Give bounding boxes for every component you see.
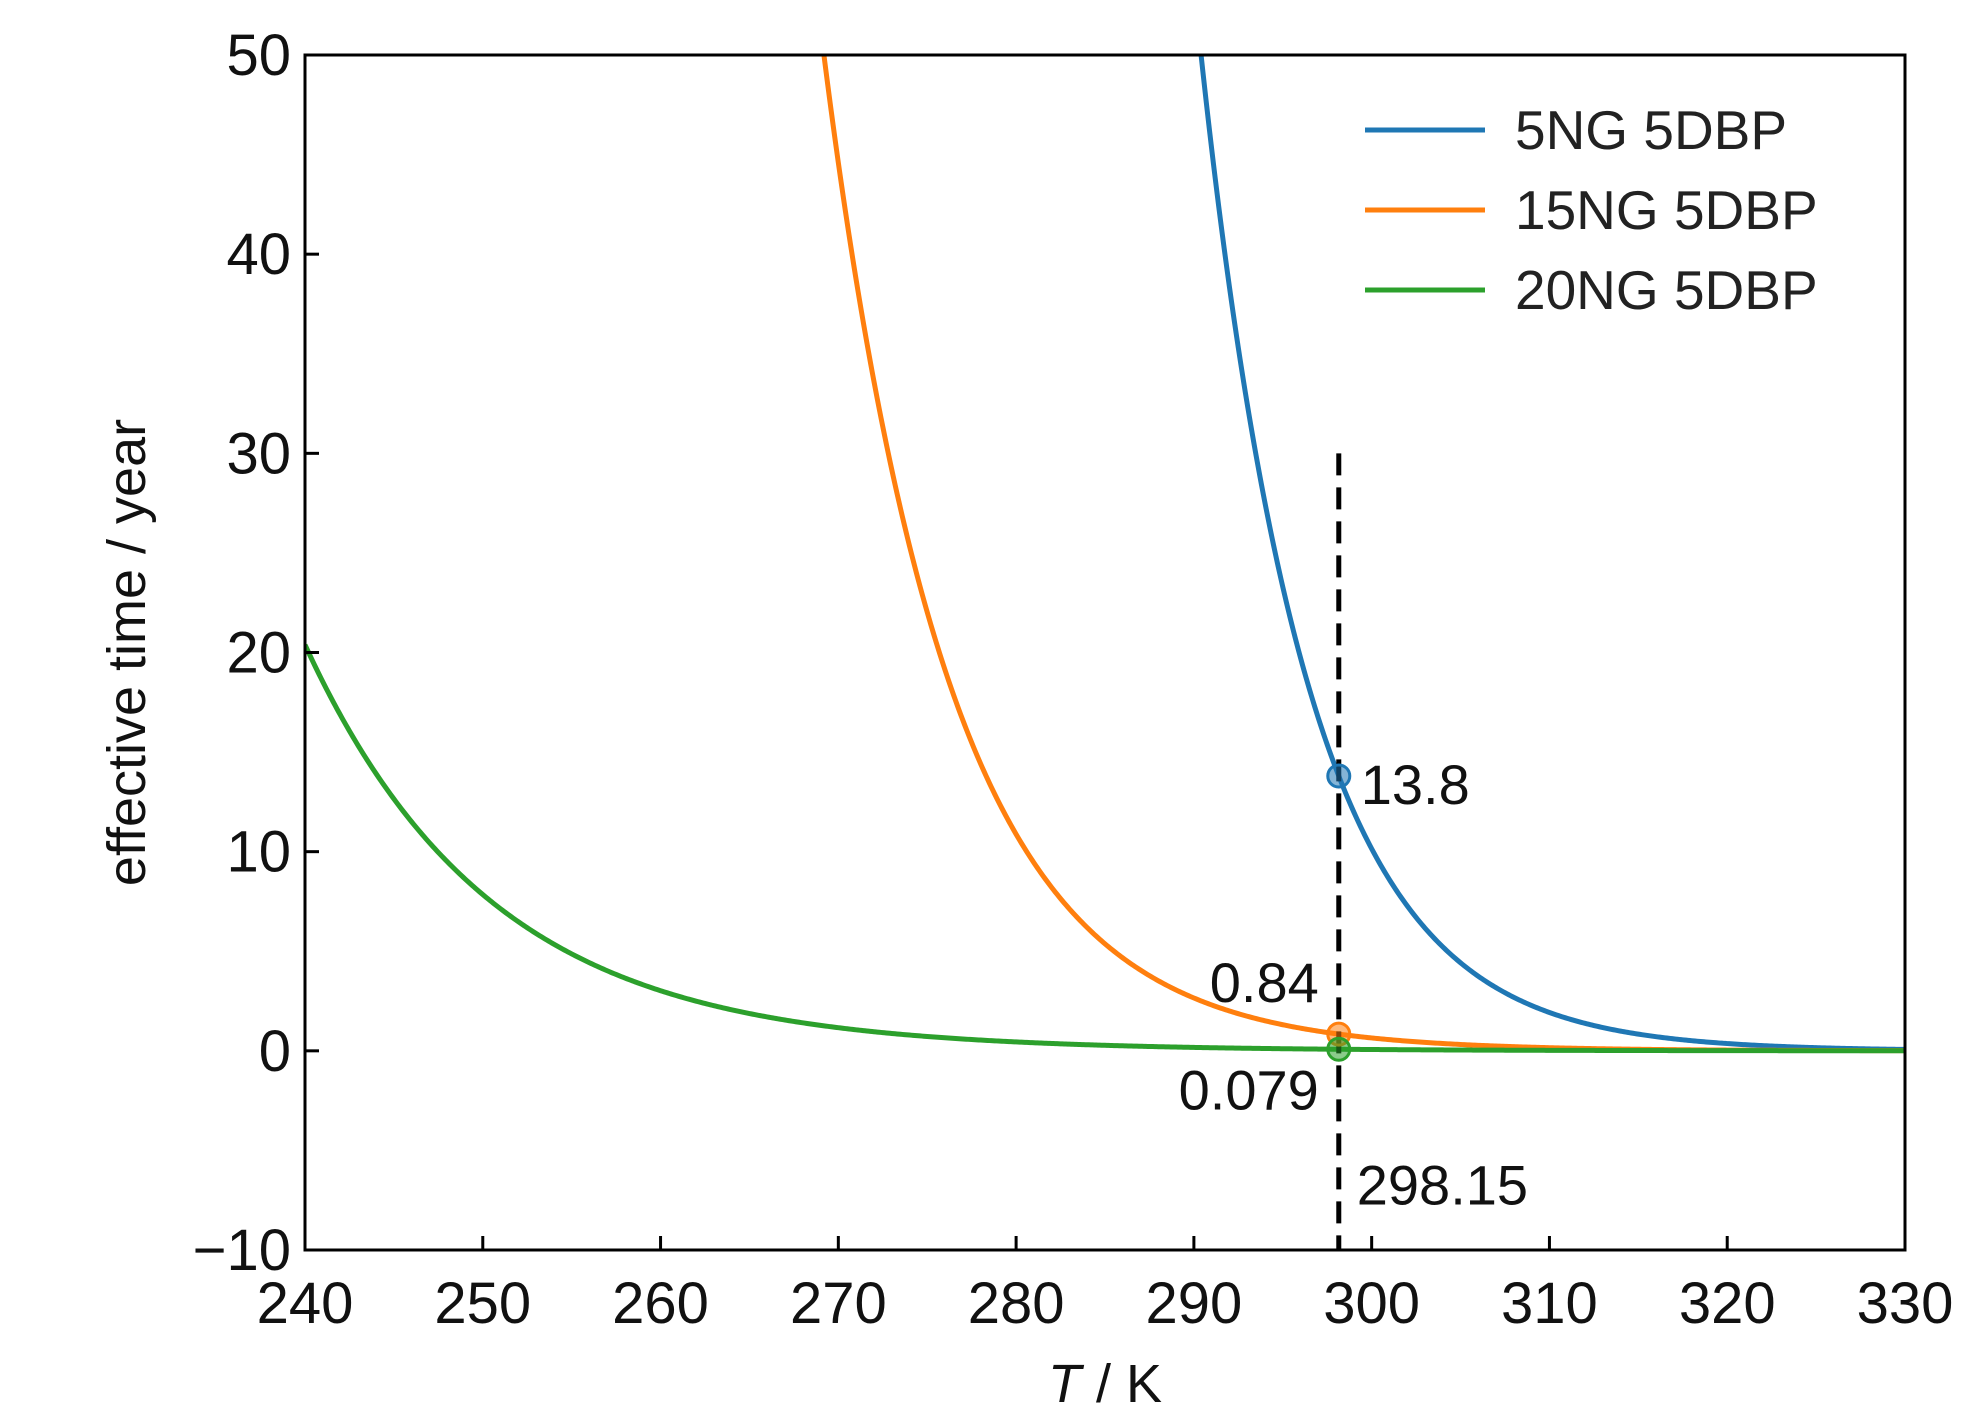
legend-label-5ng-5dbp: 5NG 5DBP: [1515, 99, 1787, 161]
axis-ticks: 240 250 260 270 280 290 300 310 320 330 −10 0 10 20 30…: [193, 23, 1954, 1336]
x-axis-label-unit: / K: [1081, 1354, 1162, 1414]
x-tick-label: 270: [790, 1271, 887, 1336]
marker-label-5ng-5dbp: 13.8: [1361, 753, 1470, 816]
x-tick-label: 240: [257, 1271, 354, 1336]
plot-area: [305, 55, 1905, 1054]
x-tick-label: 310: [1501, 1271, 1598, 1336]
y-tick-label: 40: [226, 222, 291, 287]
legend-label-20ng-5dbp: 20NG 5DBP: [1515, 259, 1818, 321]
reference-line-label: 298.15: [1357, 1153, 1528, 1216]
x-axis-label-symbol: T: [1048, 1354, 1085, 1414]
y-tick-label: 20: [226, 621, 291, 686]
marker-5ng-5dbp: [1326, 763, 1352, 789]
x-tick-label: 330: [1857, 1271, 1954, 1336]
x-tick-label: 300: [1323, 1271, 1420, 1336]
legend-label-15ng-5dbp: 15NG 5DBP: [1515, 179, 1818, 241]
y-tick-label: −10: [193, 1218, 291, 1283]
marker-20ng-5dbp: [1326, 1036, 1352, 1062]
x-tick-label: 280: [968, 1271, 1065, 1336]
series-line-20ng-5dbp: [305, 643, 1905, 1054]
x-tick-label: 250: [434, 1271, 531, 1336]
x-tick-label: 320: [1679, 1271, 1776, 1336]
x-axis-label: T / K: [1048, 1354, 1162, 1414]
y-tick-label: 30: [226, 421, 291, 486]
x-tick-label: 260: [612, 1271, 709, 1336]
y-axis-label: effective time / year: [97, 419, 157, 886]
series-line-5ng-5dbp: [1198, 55, 1905, 1052]
y-tick-label: 0: [259, 1019, 291, 1084]
marker-label-15ng-5dbp: 0.84: [1210, 951, 1319, 1014]
y-tick-label: 50: [226, 23, 291, 88]
y-tick-label: 10: [226, 820, 291, 885]
legend: 5NG 5DBP 15NG 5DBP 20NG 5DBP: [1365, 99, 1818, 321]
marker-label-20ng-5dbp: 0.079: [1179, 1058, 1319, 1121]
x-tick-label: 290: [1145, 1271, 1242, 1336]
